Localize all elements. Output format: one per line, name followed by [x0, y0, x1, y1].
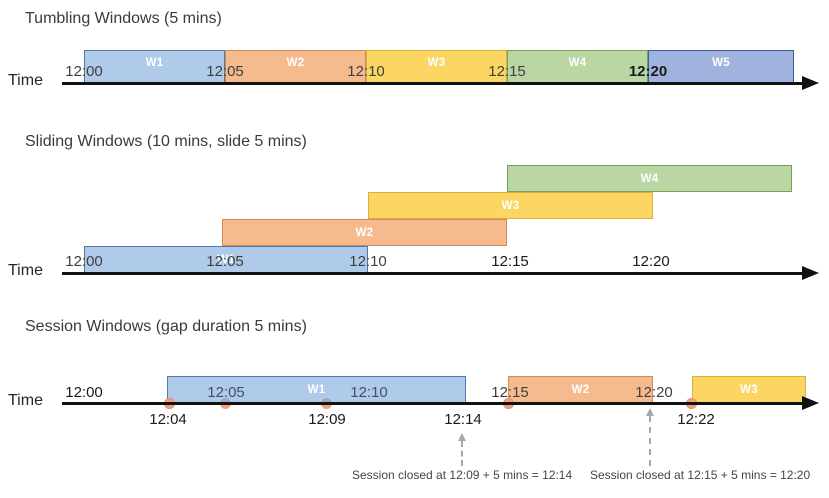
tumbling-tick-1210: 12:10: [347, 63, 385, 80]
window-label: W3: [501, 199, 520, 212]
window-label: W3: [740, 383, 758, 396]
window-label: W2: [286, 57, 305, 69]
session-close-annotation-2: Session closed at 12:15 + 5 mins = 12:20: [590, 468, 811, 482]
session-tick-1205: 12:05: [207, 384, 245, 401]
window-label: W5: [712, 57, 730, 69]
session-tick-1200: 12:00: [65, 384, 103, 401]
window-label: W1: [217, 253, 235, 266]
session-close-annotation-1: Session closed at 12:09 + 5 mins = 12:14: [352, 468, 573, 482]
window-label: W2: [355, 226, 374, 239]
tumbling-window-w3: W3: [366, 50, 507, 83]
session-window-w3: W3: [692, 376, 806, 403]
tumbling-window-w2: W2: [225, 50, 366, 83]
tumbling-tick-1215: 12:15: [488, 63, 526, 80]
window-label: W1: [307, 383, 326, 396]
session-tick-1210: 12:10: [350, 384, 388, 401]
window-label: W4: [640, 172, 659, 185]
session-time-axis: [62, 396, 819, 410]
sliding-tick-1200: 12:00: [65, 253, 103, 270]
session-section-title: Session Windows (gap duration 5 mins): [25, 318, 307, 335]
event-time-1209: 12:09: [308, 411, 346, 428]
sliding-tick-1220: 12:20: [632, 253, 670, 270]
session-tick-1220: 12:20: [635, 384, 673, 401]
session-time-axis-label: Time: [8, 392, 43, 409]
window-label: W3: [427, 57, 446, 69]
tumbling-time-axis-label: Time: [8, 72, 43, 89]
sliding-window-w3: W3: [368, 192, 653, 219]
sliding-time-axis: [62, 266, 819, 280]
axis-arrow-icon: [802, 396, 819, 410]
sliding-tick-1205: 12:05: [206, 253, 244, 270]
tumbling-time-axis: [62, 76, 819, 90]
axis-arrow-icon: [802, 76, 819, 90]
arrow-up-icon: [458, 433, 466, 441]
tumbling-window-w5: W5: [648, 50, 794, 83]
sliding-window-w1: W1: [84, 246, 368, 273]
tumbling-tick-1205: 12:05: [206, 63, 244, 80]
axis-arrow-icon: [802, 266, 819, 280]
event-time-1204: 12:04: [149, 411, 187, 428]
tumbling-window-w4: W4: [507, 50, 648, 83]
sliding-time-axis-label: Time: [8, 262, 43, 279]
tumbling-section-title: Tumbling Windows (5 mins): [25, 10, 222, 27]
sliding-section-title: Sliding Windows (10 mins, slide 5 mins): [25, 133, 307, 150]
sliding-tick-1215: 12:15: [491, 253, 529, 270]
event-time-1214: 12:14: [444, 411, 482, 428]
tumbling-tick-1220: 12:20: [628, 63, 668, 80]
tumbling-window-w1: W1: [84, 50, 225, 83]
session-window-w2: W2: [508, 376, 653, 403]
sliding-window-w4: W4: [507, 165, 792, 192]
arrow-up-icon: [646, 408, 654, 416]
sliding-window-w2: W2: [222, 219, 507, 246]
tumbling-tick-1200: 12:00: [65, 63, 103, 80]
session-close-arrow-1: [458, 433, 466, 466]
sliding-tick-1210: 12:10: [349, 253, 387, 270]
event-time-1222: 12:22: [677, 411, 715, 428]
window-label: W2: [571, 383, 590, 396]
window-label: W4: [568, 57, 587, 69]
session-tick-1215: 12:15: [491, 384, 529, 401]
session-close-arrow-2: [646, 408, 654, 466]
window-label: W1: [145, 57, 164, 69]
